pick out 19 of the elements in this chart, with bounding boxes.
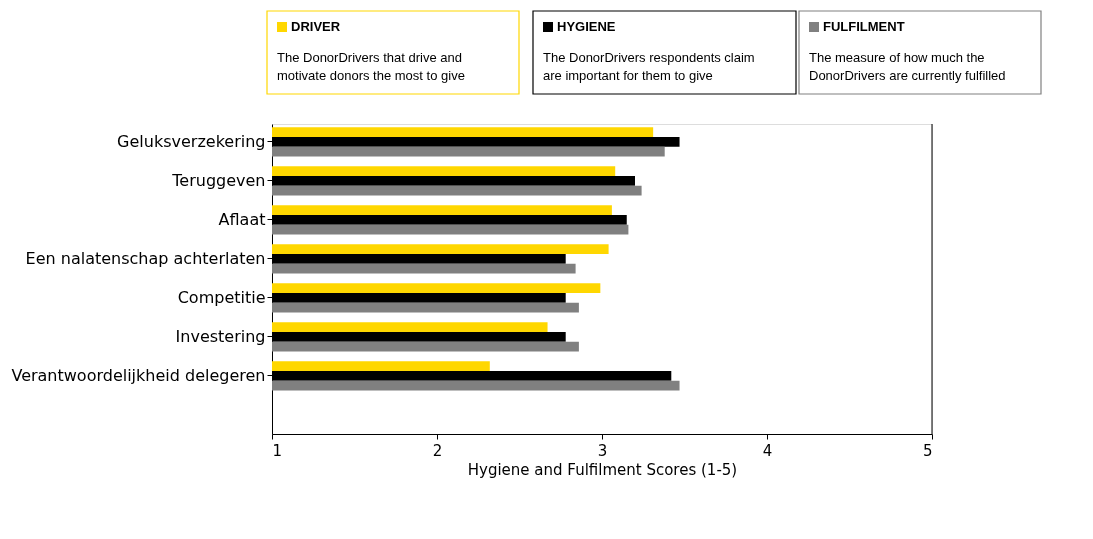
x-tick-label: 5: [922, 441, 933, 460]
text: The measure of how much the DonorDrivers are currently fulfilled: [809, 50, 1006, 83]
x-tick-label: 2: [432, 441, 443, 460]
y-tick-label: Competitie: [177, 287, 266, 307]
y-tick-label: Verantwoordelijkheid delegeren: [11, 365, 266, 385]
legend-label: HYGIENE: [557, 19, 616, 34]
x-tick-label: 4: [762, 441, 773, 460]
y-tick-label: Investering: [175, 326, 266, 346]
y-tick-label: Aflaat: [218, 209, 266, 229]
y-tick-label: Teruggeven: [171, 170, 266, 190]
legend-label: FULFILMENT: [823, 19, 905, 34]
x-tick-label: 1: [272, 441, 283, 460]
text: The DonorDrivers that drive and motivate donors the most to give: [277, 50, 465, 83]
legend-label: DRIVER: [291, 19, 341, 34]
text: The DonorDrivers respondents claim are important for them to give: [543, 50, 755, 83]
y-tick-label: Een nalatenschap achterlaten: [25, 248, 266, 268]
x-axis-title: Hygiene and Fulfilment Scores (1-5): [467, 460, 738, 479]
x-tick-label: 3: [597, 441, 608, 460]
y-tick-label: Geluksverzekering: [117, 131, 266, 151]
